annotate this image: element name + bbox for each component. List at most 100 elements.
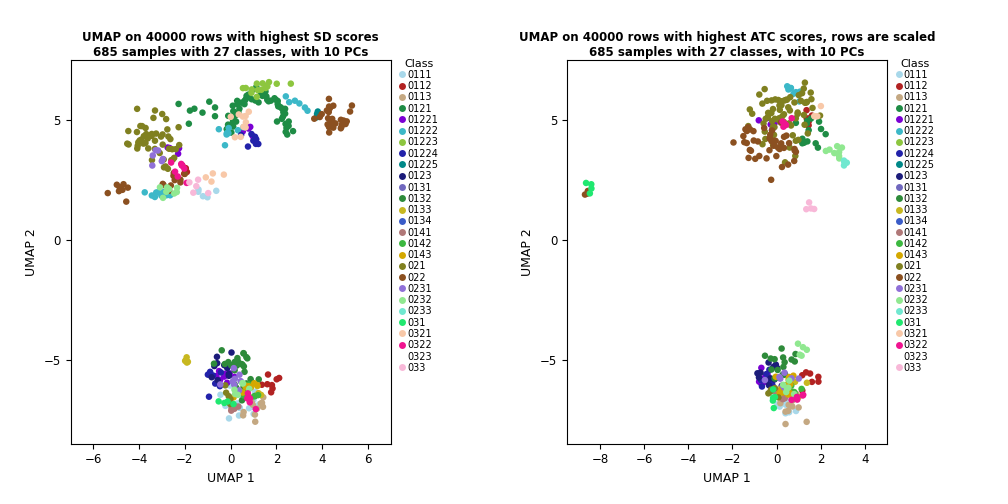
Point [238,383,254,391]
Point [764,126,780,134]
Point [165,172,181,180]
Point [240,384,256,392]
Point [211,367,227,375]
Point [763,96,779,104]
Point [243,375,259,383]
Point [229,97,245,105]
Point [223,407,239,415]
Point [176,170,193,178]
Point [321,120,337,129]
Point [228,110,244,118]
Point [164,145,180,153]
Point [836,161,852,169]
Point [171,144,187,152]
Point [223,113,239,121]
Point [308,113,325,121]
Point [735,132,751,140]
Point [236,408,252,416]
Point [218,389,234,397]
Point [770,96,786,104]
Point [344,101,360,109]
Point [749,369,765,377]
Point [777,408,793,416]
Point [239,386,255,394]
Point [247,411,263,419]
Point [765,375,781,384]
Point [263,97,279,105]
Point [157,162,173,170]
Point [767,95,783,103]
Point [178,353,195,361]
Point [789,396,805,404]
Point [159,125,175,134]
Point [255,393,271,401]
Point [274,104,290,112]
Point [227,405,243,413]
Point [281,98,297,106]
Point [810,373,827,381]
Point [212,376,228,384]
Point [236,388,252,396]
Point [799,379,815,387]
Point [242,123,258,131]
Point [230,108,246,116]
Point [761,377,777,386]
Point [768,361,784,369]
Point [225,119,241,127]
Point [155,188,171,196]
Point [791,351,807,359]
Point [241,385,257,393]
Point [772,389,788,397]
Point [336,116,352,124]
Point [776,118,792,126]
Point [207,362,223,370]
Point [227,373,243,381]
Point [191,187,207,196]
Point [161,144,177,152]
Point [788,119,804,127]
Point [134,122,150,130]
Point [800,121,816,130]
Point [803,114,820,122]
Point [787,378,803,386]
Point [765,138,781,146]
Point [759,97,775,105]
Point [156,163,172,171]
Point [777,420,793,428]
Point [777,370,793,378]
Point [275,108,291,116]
Point [242,394,258,402]
Point [771,388,787,396]
Point [767,115,783,123]
Point [278,92,294,100]
Point [237,368,253,376]
Legend: 0111, 0112, 0113, 0121, 01221, 01222, 01223, 01224, 01225, 0123, 0131, 0132, 013: 0111, 0112, 0113, 0121, 01221, 01222, 01… [895,57,935,374]
Point [775,363,791,371]
Point [756,124,772,132]
Point [248,140,264,148]
Point [328,119,344,128]
Point [769,400,785,408]
Point [739,127,755,135]
Point [773,101,789,109]
Point [763,109,779,117]
Point [771,101,787,109]
Point [780,161,796,169]
Point [780,407,796,415]
Point [111,187,127,195]
Point [195,192,211,200]
X-axis label: UMAP 1: UMAP 1 [703,472,751,485]
Point [801,199,817,207]
Point [757,374,773,382]
Point [240,123,256,131]
Point [235,380,251,388]
Point [236,349,252,357]
Point [783,396,799,404]
Point [782,389,798,397]
Point [220,120,236,129]
Point [776,144,792,152]
Point [790,136,806,144]
Point [264,381,280,389]
Point [793,352,809,360]
Point [230,403,246,411]
